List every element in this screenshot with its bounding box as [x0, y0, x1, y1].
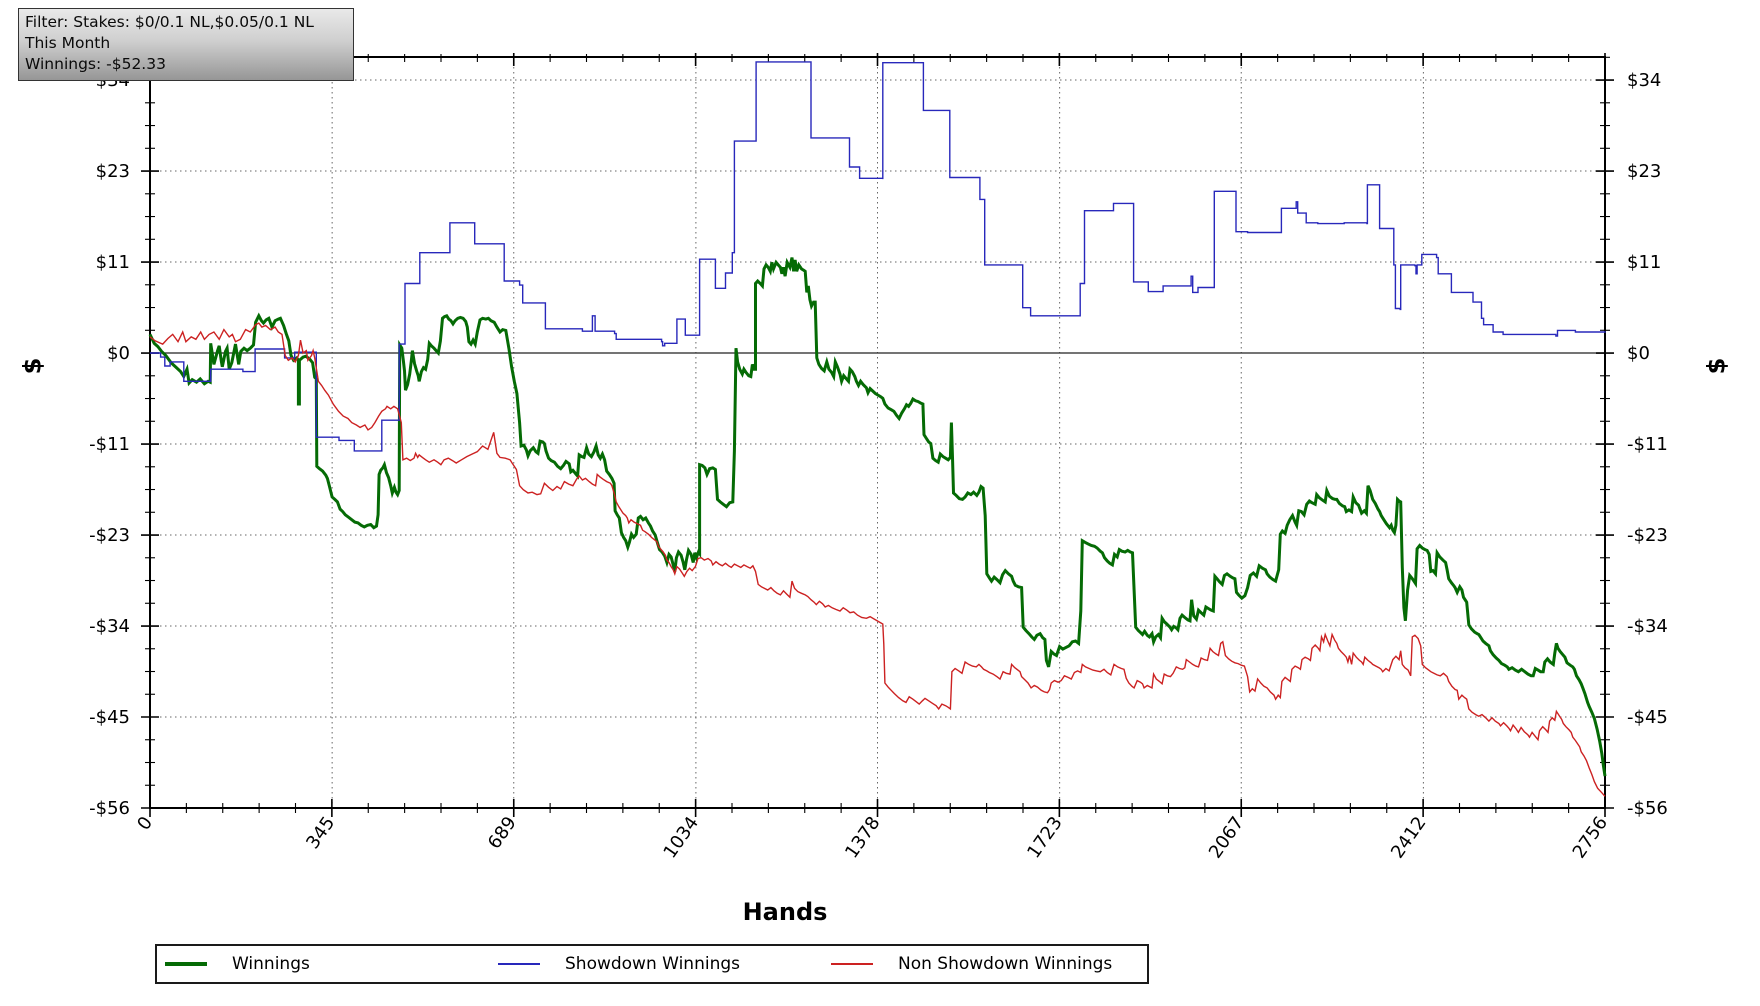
x-tick-label: 345	[302, 813, 339, 853]
series-non-showdown-winnings	[149, 322, 1606, 797]
x-tick-label: 1723	[1023, 813, 1066, 863]
legend-item-winnings: Winnings	[165, 946, 310, 982]
y-tick-label-left: -$45	[89, 707, 130, 728]
tooltip-period-line: This Month	[25, 34, 111, 52]
x-tick-label: 1378	[841, 813, 884, 863]
x-tick-label: 2412	[1387, 813, 1430, 863]
y-tick-label-right: $23	[1627, 161, 1661, 182]
winnings-line-swatch	[165, 962, 207, 966]
y-tick-label-right: -$45	[1627, 707, 1668, 728]
y-axis-title-left: $	[18, 357, 47, 375]
y-tick-label-left: $11	[96, 252, 130, 273]
y-tick-label-right: -$11	[1627, 434, 1668, 455]
y-tick-label-right: $34	[1627, 70, 1661, 91]
legend-label-non-showdown-winnings: Non Showdown Winnings	[898, 954, 1113, 974]
y-tick-label-left: -$23	[89, 525, 130, 546]
x-tick-label: 0	[133, 813, 157, 834]
x-axis-title: Hands	[742, 898, 828, 926]
y-tick-label-right: -$34	[1627, 616, 1668, 637]
x-tick-label: 1034	[660, 813, 703, 863]
legend-item-non-showdown-winnings: Non Showdown Winnings	[831, 946, 1112, 982]
y-tick-label-right: $11	[1627, 252, 1661, 273]
y-tick-label-right: $0	[1627, 343, 1650, 364]
chart-legend: Winnings Showdown Winnings Non Showdown …	[155, 944, 1149, 984]
legend-label-winnings: Winnings	[232, 954, 310, 974]
showdown-winnings-line-swatch	[498, 963, 540, 965]
x-tick-label: 2756	[1569, 813, 1612, 863]
x-tick-label: 2067	[1205, 813, 1248, 863]
y-tick-label-right: -$56	[1627, 798, 1668, 819]
series-showdown-winnings	[150, 61, 1606, 452]
legend-item-showdown-winnings: Showdown Winnings	[498, 946, 740, 982]
y-tick-label-left: -$56	[89, 798, 130, 819]
x-tick-label: 689	[484, 813, 521, 853]
tooltip-winnings-line: Winnings: -$52.33	[25, 55, 166, 73]
tooltip-filter-line: Filter: Stakes: $0/0.1 NL,$0.05/0.1 NL	[25, 13, 314, 31]
y-tick-label-right: -$23	[1627, 525, 1668, 546]
y-tick-label-left: -$34	[89, 616, 130, 637]
y-tick-label-left: $23	[96, 161, 130, 182]
filter-tooltip: Filter: Stakes: $0/0.1 NL,$0.05/0.1 NL T…	[18, 8, 354, 81]
y-tick-label-left: $0	[107, 343, 130, 364]
legend-label-showdown-winnings: Showdown Winnings	[565, 954, 740, 974]
y-axis-title-right: $	[1702, 357, 1731, 375]
non-showdown-winnings-line-swatch	[831, 963, 873, 965]
y-tick-label-left: -$11	[89, 434, 130, 455]
series-winnings	[148, 257, 1607, 777]
